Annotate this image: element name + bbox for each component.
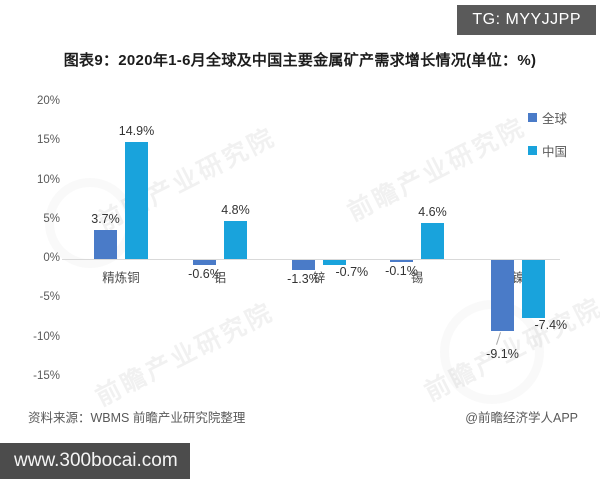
bar xyxy=(323,260,346,266)
site-watermark-bar: www.300bocai.com xyxy=(0,443,190,479)
y-tick-label: 15% xyxy=(36,134,60,147)
bar xyxy=(94,229,117,259)
leader-line xyxy=(495,332,501,346)
credit-note: @前瞻经济学人APP xyxy=(465,411,578,425)
category-label: 精炼铜 xyxy=(102,271,140,285)
legend-swatch-global xyxy=(528,113,537,122)
bar xyxy=(421,222,444,259)
y-tick-label: -10% xyxy=(33,330,60,343)
value-label: 4.8% xyxy=(221,203,250,218)
legend-label-global: 全球 xyxy=(542,112,568,126)
y-tick-label: 20% xyxy=(36,95,60,107)
y-tick-label: -5% xyxy=(39,291,60,304)
value-label: -1.3% xyxy=(287,272,320,287)
value-label: -0.7% xyxy=(335,265,369,280)
bar xyxy=(522,260,545,319)
y-tick-label: 5% xyxy=(43,212,60,225)
site-url: www.300bocai.com xyxy=(14,450,178,471)
value-label: 4.6% xyxy=(418,204,447,219)
category-label: 锌 xyxy=(312,271,326,285)
category-label: 镍 xyxy=(511,271,525,285)
bar xyxy=(125,142,148,259)
bar xyxy=(491,260,514,332)
x-axis-line xyxy=(62,259,560,260)
chart-title: 图表9：2020年1-6月全球及中国主要金属矿产需求增长情况(单位：%) xyxy=(63,52,537,69)
bar xyxy=(193,260,216,265)
legend: 全球 中国 xyxy=(528,108,567,174)
legend-label-china: 中国 xyxy=(542,145,568,159)
legend-item-global: 全球 xyxy=(528,108,567,127)
bar xyxy=(390,260,413,262)
category-label: 锡 xyxy=(410,271,424,285)
category-label: 铝 xyxy=(213,271,227,285)
bar xyxy=(224,221,247,259)
y-tick-label: 10% xyxy=(36,173,60,186)
value-label: -0.1% xyxy=(385,263,418,278)
source-note: 资料来源：WBMS 前瞻产业研究院整理 xyxy=(28,411,246,425)
legend-swatch-china xyxy=(528,146,537,155)
value-label: -7.4% xyxy=(534,318,568,333)
y-tick-label: -15% xyxy=(33,369,60,382)
y-tick-label: 0% xyxy=(43,252,60,264)
tg-badge: TG: MYYJJPP xyxy=(457,5,596,35)
value-label: 14.9% xyxy=(118,124,155,139)
legend-item-china: 中国 xyxy=(528,141,567,160)
value-label: -9.1% xyxy=(486,347,519,362)
value-label: -0.6% xyxy=(188,266,221,281)
bar xyxy=(292,260,315,271)
value-label: 3.7% xyxy=(91,211,120,226)
